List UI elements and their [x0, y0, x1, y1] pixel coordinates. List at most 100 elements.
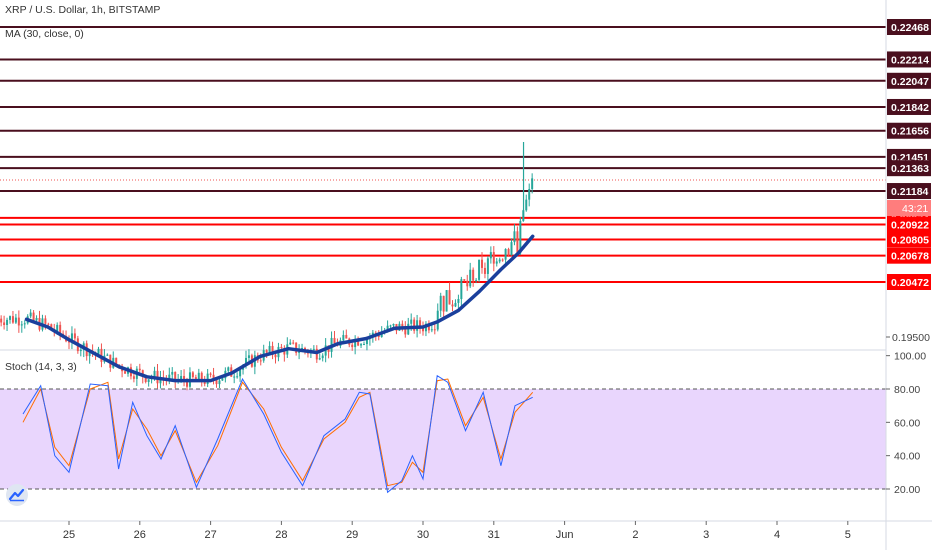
- candle-body: [271, 345, 274, 355]
- candle-body: [59, 324, 62, 334]
- candle-body: [357, 339, 360, 346]
- candle-body: [186, 380, 188, 387]
- time-label-27: 27: [204, 529, 216, 541]
- candle-body: [29, 312, 32, 317]
- candle-body: [404, 327, 407, 335]
- candle-body: [17, 317, 20, 326]
- price-level-tag: [887, 160, 931, 177]
- candle-body: [519, 220, 522, 254]
- candle-body: [68, 341, 70, 343]
- stoch-band-fill: [0, 389, 886, 489]
- candle-body: [531, 178, 534, 189]
- candle-body: [501, 259, 504, 261]
- candle-body: [321, 355, 324, 359]
- candle-body: [227, 367, 230, 371]
- candle-body: [159, 377, 162, 384]
- tradingview-logo-icon[interactable]: [6, 484, 28, 506]
- stoch-tick-label-20.00: 20.00: [894, 484, 920, 496]
- candle-body: [504, 249, 507, 260]
- price-level-label-0.21656: 0.21656: [891, 126, 929, 138]
- candle-body: [174, 371, 177, 381]
- countdown-label: 43:21: [902, 203, 928, 215]
- candle-body: [486, 258, 489, 274]
- time-label-28: 28: [275, 529, 287, 541]
- candle-body: [516, 231, 519, 254]
- candle-body: [70, 333, 73, 343]
- candle-body: [73, 333, 76, 339]
- stoch-band: [0, 388, 886, 490]
- candle-body: [365, 338, 368, 345]
- candle-body: [259, 360, 262, 362]
- price-level-tag: [887, 122, 931, 139]
- price-level-label-0.20805: 0.20805: [891, 234, 929, 246]
- candle-body: [289, 342, 292, 345]
- candle-body: [451, 304, 454, 307]
- ma-line: [24, 234, 535, 383]
- candle-body: [439, 295, 442, 311]
- candle-body: [466, 280, 469, 287]
- candle-body: [469, 269, 472, 287]
- candle-body: [20, 324, 23, 326]
- candle-body: [50, 324, 53, 330]
- candle-body: [495, 261, 498, 264]
- time-label-30: 30: [417, 529, 429, 541]
- candle-body: [389, 325, 392, 327]
- candle-body: [498, 259, 501, 262]
- price-level-label-0.22047: 0.22047: [891, 76, 929, 88]
- ma-legend[interactable]: MA (30, close, 0): [5, 28, 84, 40]
- candle-body: [454, 302, 457, 307]
- candle-body: [106, 354, 109, 356]
- candle-body: [183, 376, 186, 381]
- level-lines: [0, 26, 886, 283]
- price-tick-label: 0.19500: [892, 332, 930, 344]
- stoch-k-line: [22, 374, 533, 494]
- candle-body: [132, 376, 135, 379]
- stoch-tick-label-60.00: 60.00: [894, 417, 920, 429]
- candle-body: [427, 323, 430, 331]
- candle-body: [11, 316, 14, 323]
- candle-body: [419, 320, 422, 328]
- candle-body: [489, 252, 492, 259]
- candle-body: [481, 259, 483, 268]
- candle-body: [115, 357, 118, 365]
- time-label-5: 5: [845, 529, 851, 541]
- time-label-29: 29: [346, 529, 358, 541]
- stoch-legend[interactable]: Stoch (14, 3, 3): [5, 361, 77, 373]
- candle-body: [212, 374, 215, 381]
- candle-body: [463, 279, 466, 281]
- candle-body: [138, 368, 141, 371]
- candle-body: [442, 295, 445, 312]
- candle-body: [380, 332, 383, 337]
- candle-body: [47, 323, 50, 325]
- candle-body: [233, 376, 236, 378]
- candle-body: [221, 378, 224, 381]
- price-level-label-0.21842: 0.21842: [891, 102, 929, 114]
- candle-body: [218, 380, 221, 385]
- candle-body: [354, 339, 357, 348]
- price-level-tag: [887, 274, 931, 290]
- candle-body: [377, 334, 380, 337]
- candle-body: [292, 342, 295, 344]
- candle-body: [298, 351, 301, 353]
- price-level-tag: [887, 216, 931, 233]
- time-label-Jun: Jun: [556, 529, 574, 541]
- candle-body: [197, 372, 200, 380]
- candle-body: [215, 380, 218, 385]
- candle-body: [35, 317, 38, 321]
- candle-body: [168, 374, 171, 380]
- price-level-label-0.22214: 0.22214: [891, 54, 929, 66]
- price-level-label-0.22468: 0.22468: [891, 22, 929, 34]
- candle-body: [194, 377, 197, 380]
- candle-body: [239, 369, 242, 377]
- candle-body: [318, 358, 321, 360]
- candle-body: [475, 279, 478, 281]
- candle-body: [180, 376, 183, 380]
- candle-body: [457, 299, 460, 303]
- candles[interactable]: [0, 142, 534, 391]
- price-level-label-0.20922: 0.20922: [891, 220, 929, 232]
- price-level-label-0.20472: 0.20472: [891, 277, 929, 289]
- time-label-31: 31: [488, 529, 500, 541]
- candle-body: [147, 379, 150, 382]
- candle-body: [32, 312, 35, 321]
